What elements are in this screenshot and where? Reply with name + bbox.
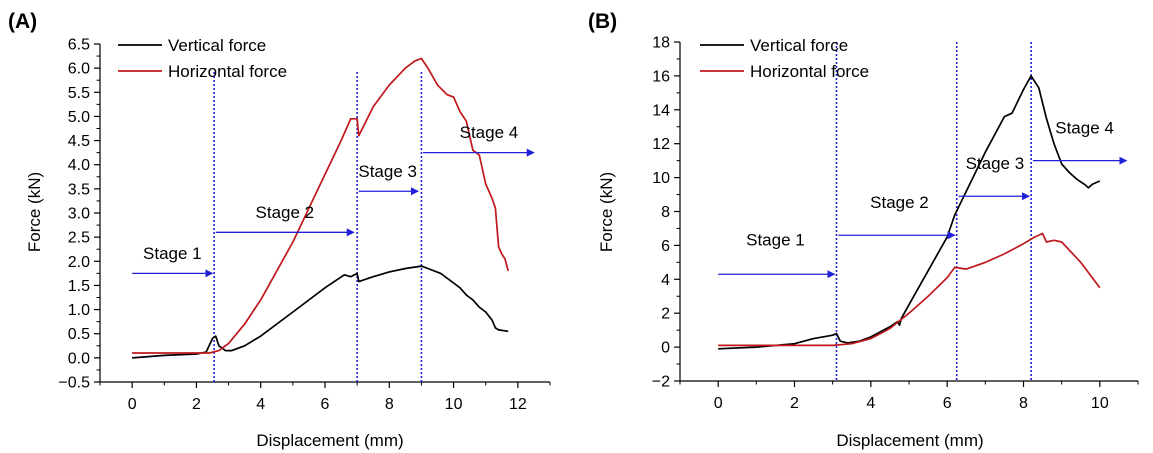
y-axis-title: Force (kN) bbox=[25, 172, 44, 252]
y-tick-label: 2 bbox=[661, 306, 670, 323]
y-tick-label: 1.5 bbox=[68, 278, 90, 295]
stage-label: Stage 2 bbox=[256, 203, 315, 222]
legend-label: Horizontal force bbox=[168, 62, 287, 81]
x-axis-title: Displacement (mm) bbox=[836, 431, 983, 450]
stage-label: Stage 4 bbox=[460, 123, 519, 142]
legend-label: Horizontal force bbox=[750, 62, 869, 81]
chart-panel-b: (B) 0 2 4 6 8 10 −2 0 2 4 6 8 10 12 14 16 18 Displacement … bbox=[588, 10, 1139, 450]
stage-label: Stage 3 bbox=[358, 162, 417, 181]
y-tick-label: −2 bbox=[652, 374, 670, 391]
y-tick-label: 8 bbox=[661, 204, 670, 221]
stage-label: Stage 4 bbox=[1055, 119, 1114, 138]
y-tick-label: 4 bbox=[661, 272, 670, 289]
y-tick-label: 3.0 bbox=[68, 206, 90, 223]
stage-label: Stage 2 bbox=[870, 193, 929, 212]
y-tick-label: 0 bbox=[661, 340, 670, 357]
y-tick-label: 10 bbox=[652, 170, 670, 187]
y-tick-label: 0.5 bbox=[68, 326, 90, 343]
y-tick-label: 4.5 bbox=[68, 133, 90, 150]
x-tick-label: 2 bbox=[790, 395, 799, 412]
chart-panel-a: (A) 0 2 4 6 8 10 12 −0.5 0.0 0.5 1.0 1.5 2.0 2.5 3.0 3.5… bbox=[8, 10, 551, 450]
y-tick-label: 18 bbox=[652, 35, 670, 52]
x-tick-label: 2 bbox=[192, 396, 201, 413]
y-tick-label: 0.0 bbox=[68, 350, 90, 367]
y-tick-label: 5.0 bbox=[68, 109, 90, 126]
vertical-force-line bbox=[132, 265, 509, 359]
x-tick-label: 6 bbox=[321, 396, 330, 413]
y-axis-title: Force (kN) bbox=[597, 172, 616, 252]
x-tick-label: 10 bbox=[1091, 395, 1109, 412]
panel-label: (A) bbox=[8, 10, 37, 33]
stage-label: Stage 1 bbox=[143, 244, 202, 263]
horizontal-force-line bbox=[132, 57, 510, 354]
x-tick-label: 12 bbox=[509, 396, 527, 413]
y-tick-label: 16 bbox=[652, 68, 670, 85]
y-tick-label: 1.0 bbox=[68, 302, 90, 319]
x-tick-label: 6 bbox=[943, 395, 952, 412]
y-tick-label: 3.5 bbox=[68, 181, 90, 198]
y-tick-label: 14 bbox=[652, 102, 670, 119]
legend-label: Vertical force bbox=[750, 36, 848, 55]
y-tick-label: 5.5 bbox=[68, 85, 90, 102]
y-tick-label: −0.5 bbox=[58, 375, 90, 392]
y-tick-label: 2.5 bbox=[68, 230, 90, 247]
x-tick-label: 8 bbox=[385, 396, 394, 413]
y-tick-label: 6 bbox=[661, 238, 670, 255]
y-tick-label: 2.0 bbox=[68, 254, 90, 271]
vertical-force-line bbox=[718, 75, 1101, 350]
x-tick-label: 8 bbox=[1019, 395, 1028, 412]
y-tick-label: 12 bbox=[652, 136, 670, 153]
y-tick-label: 6.5 bbox=[68, 37, 90, 54]
panel-label: (B) bbox=[588, 10, 617, 33]
y-tick-label: 4.0 bbox=[68, 157, 90, 174]
stage-label: Stage 1 bbox=[746, 230, 805, 249]
legend-label: Vertical force bbox=[168, 36, 266, 55]
stage-label: Stage 3 bbox=[966, 154, 1025, 173]
x-tick-label: 0 bbox=[714, 395, 723, 412]
x-tick-label: 0 bbox=[128, 396, 137, 413]
x-tick-label: 4 bbox=[256, 396, 265, 413]
y-tick-label: 6.0 bbox=[68, 61, 90, 78]
horizontal-force-line bbox=[718, 232, 1101, 347]
x-axis-title: Displacement (mm) bbox=[256, 431, 403, 450]
x-tick-label: 4 bbox=[866, 395, 875, 412]
x-tick-label: 10 bbox=[445, 396, 463, 413]
